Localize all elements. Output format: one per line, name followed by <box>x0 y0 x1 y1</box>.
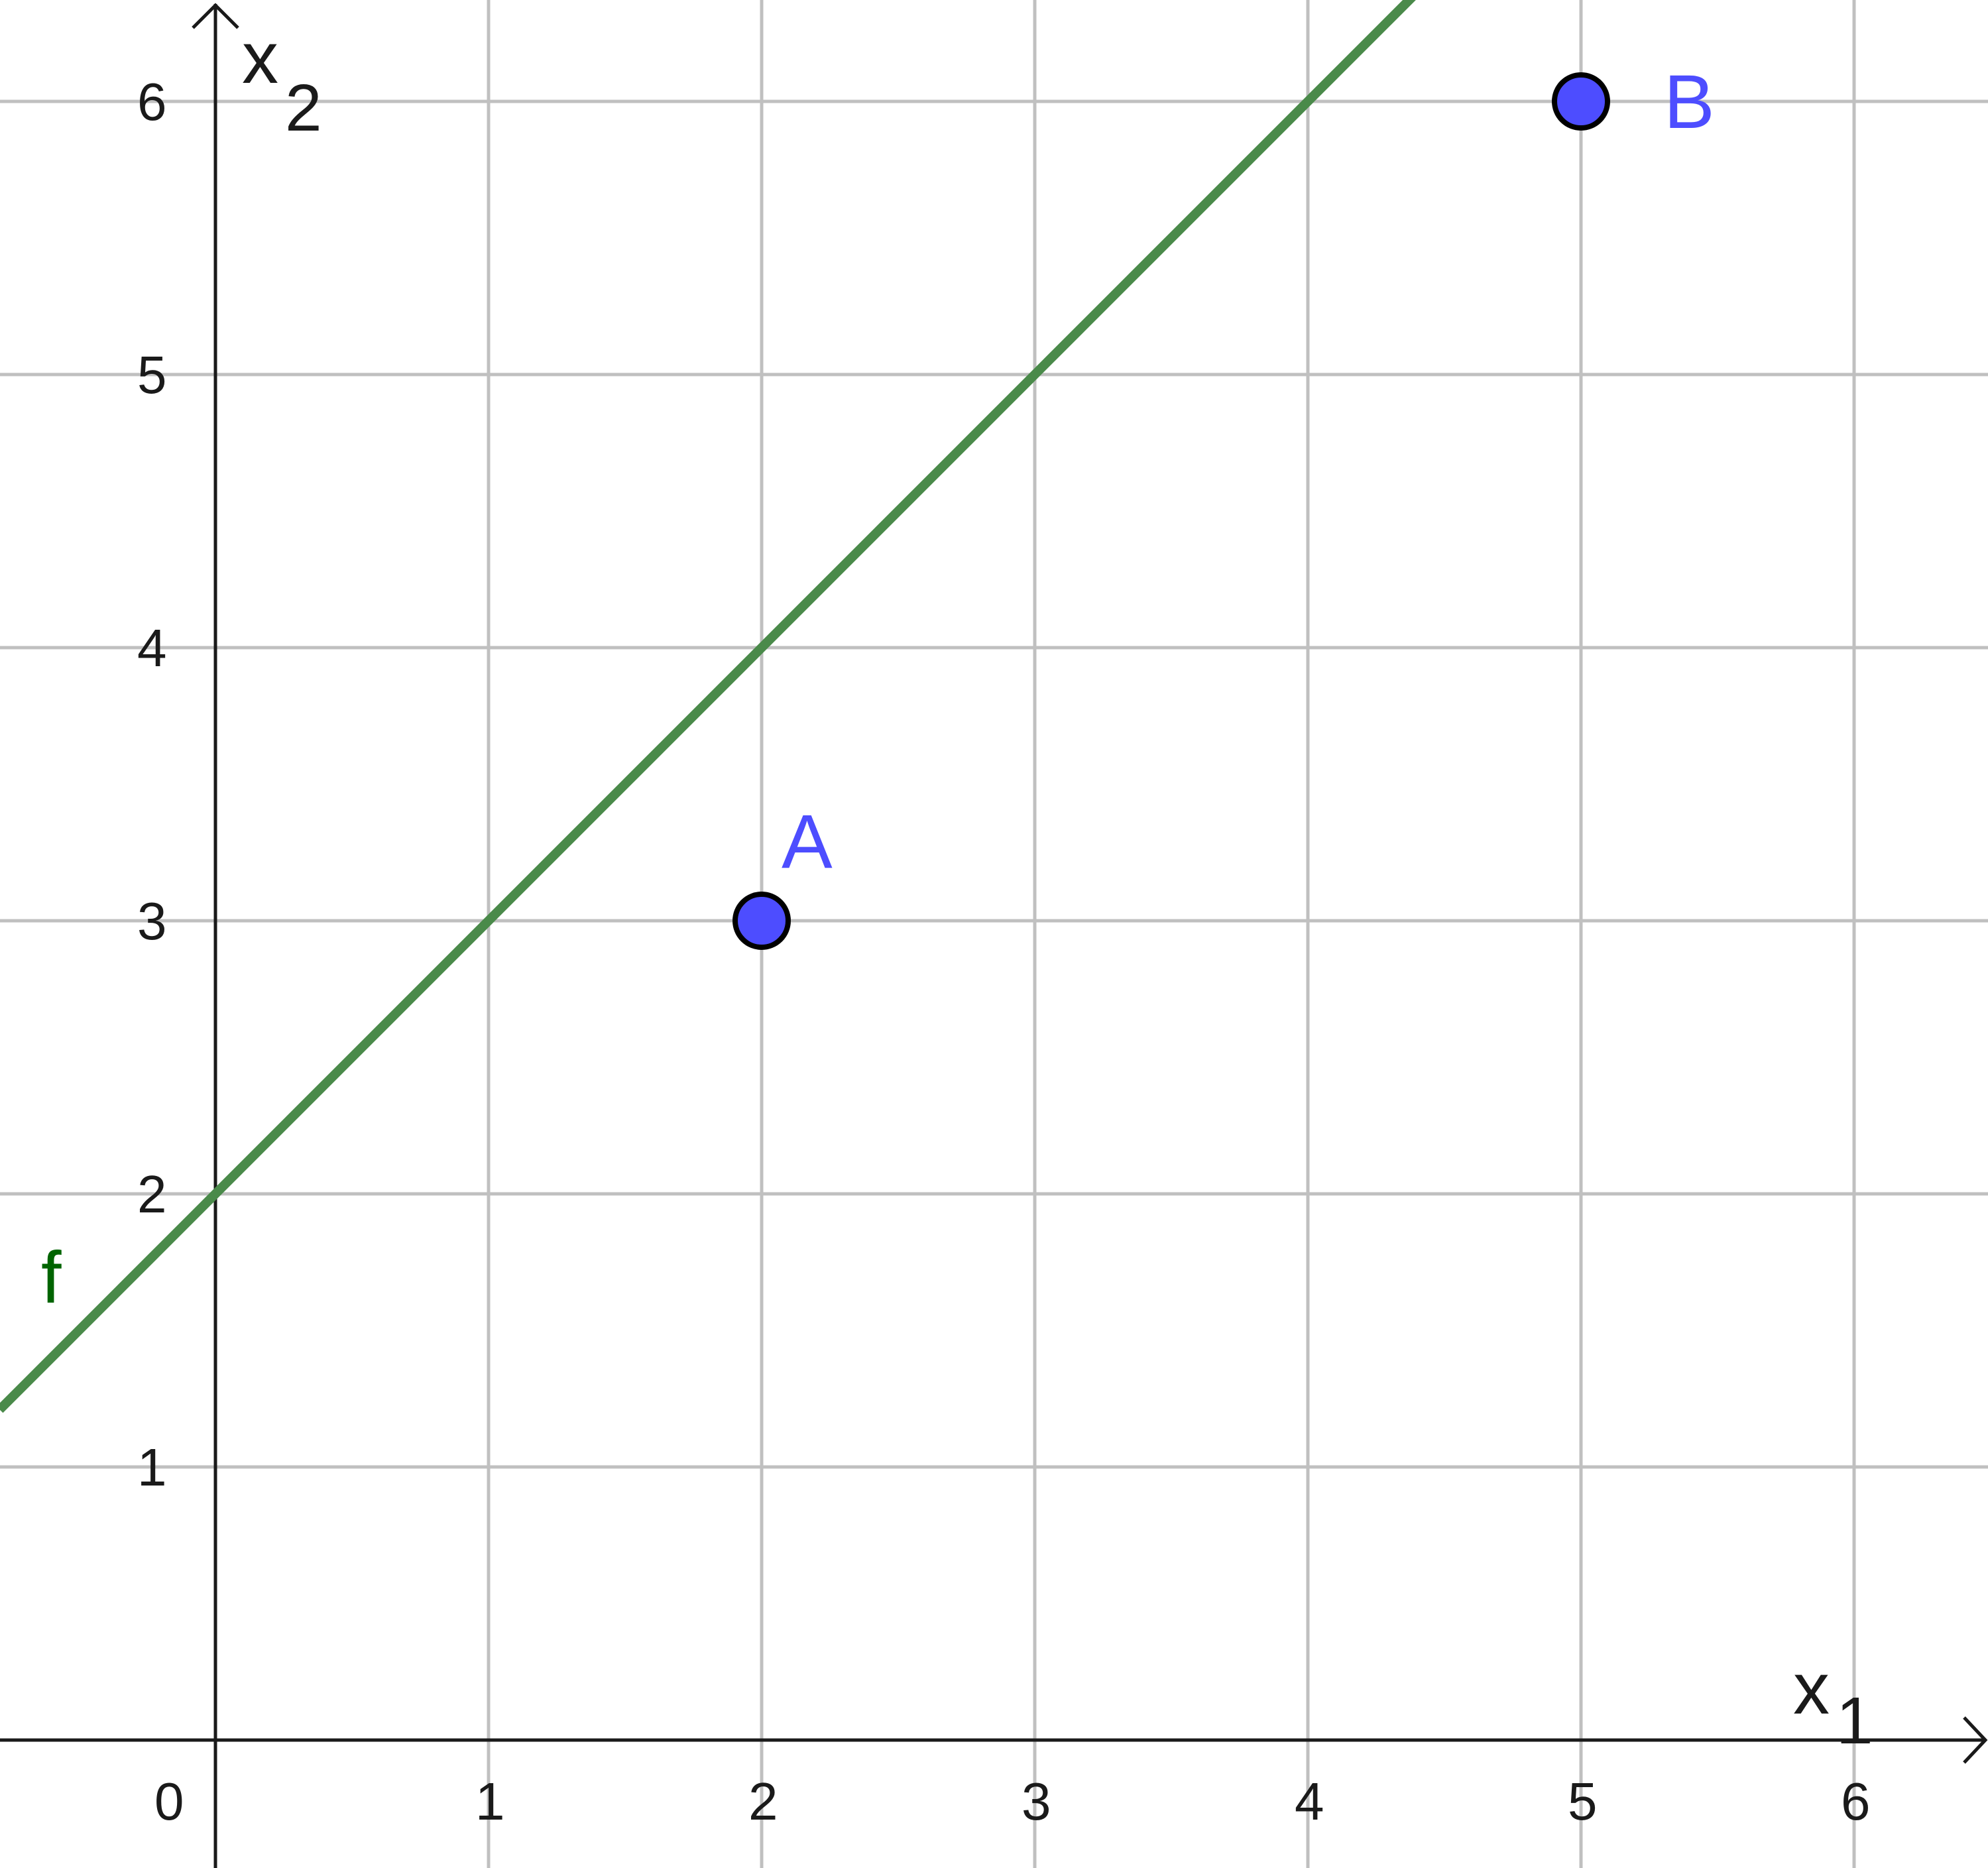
x-tick-label: 5 <box>1568 1772 1598 1831</box>
x-tick-label: 0 <box>154 1772 184 1831</box>
x-axis-arrow <box>1963 1716 1988 1764</box>
point-B <box>1552 72 1610 131</box>
x-tick-label: 1 <box>475 1772 505 1831</box>
tick-labels: 0 1 2 3 4 5 6 1 2 3 4 5 6 <box>137 72 1871 1831</box>
x-tick-label: 3 <box>1022 1772 1051 1831</box>
line-label-f: f <box>41 1237 62 1318</box>
y-tick-label: 2 <box>137 1165 167 1224</box>
x-tick-label: 6 <box>1841 1772 1871 1831</box>
y-tick-label: 5 <box>137 345 167 404</box>
y-axis-label: x2 <box>242 17 322 145</box>
y-axis-arrow <box>192 3 239 29</box>
y-tick-label: 4 <box>137 618 167 677</box>
x-tick-label: 2 <box>748 1772 778 1831</box>
y-axis-label-subscript: 2 <box>285 71 322 145</box>
axes: x 1x2 <box>0 3 1988 1868</box>
point-label-B: B <box>1664 60 1715 145</box>
y-tick-label: 3 <box>137 892 167 951</box>
y-tick-label: 6 <box>137 72 167 131</box>
line-f <box>0 0 1416 1413</box>
x-tick-label: 4 <box>1295 1772 1324 1831</box>
series: f <box>0 0 1416 1413</box>
point-label-A: A <box>782 799 833 884</box>
y-tick-label: 1 <box>137 1438 167 1497</box>
points: AB <box>732 60 1715 950</box>
x-axis-label-subscript: 1 <box>1836 1684 1873 1758</box>
point-A <box>732 892 791 950</box>
